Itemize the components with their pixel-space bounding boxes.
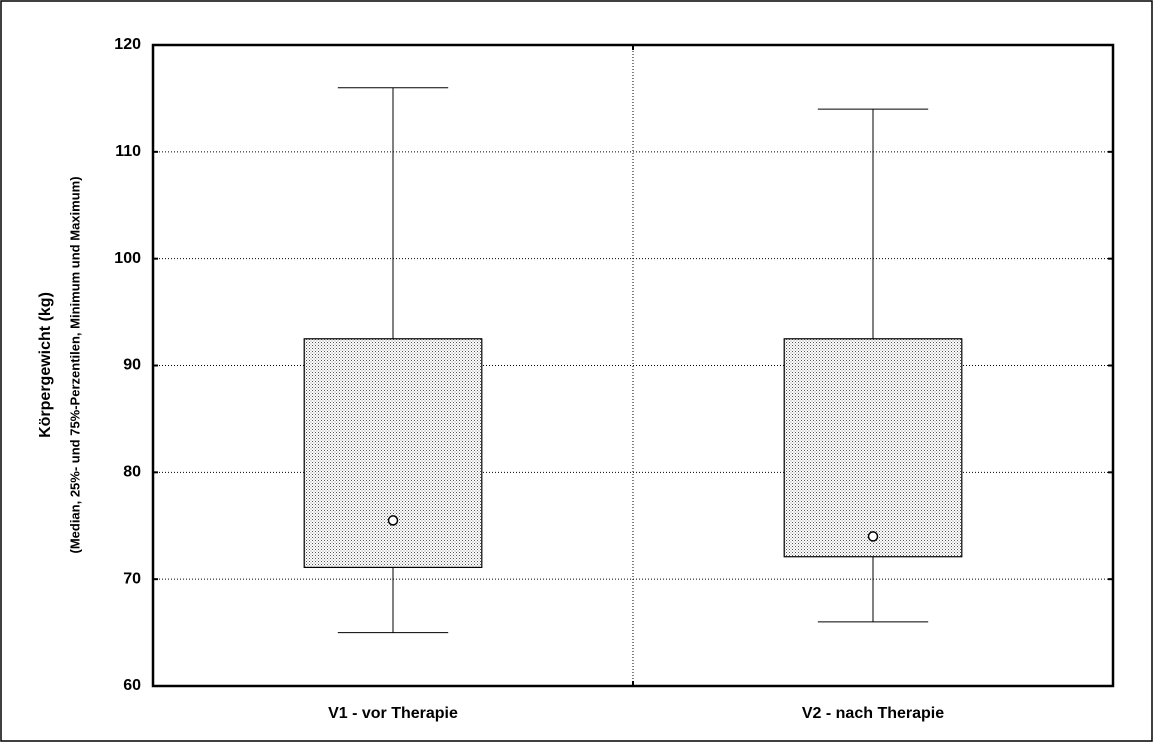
y-tick-label: 110: [115, 143, 141, 160]
y-tick-label: 90: [123, 357, 141, 374]
box: [303, 338, 483, 569]
y-axis-label: Körpergewicht (kg): [37, 292, 54, 438]
median: [867, 531, 879, 542]
box: [783, 338, 963, 558]
x-tick-label: V1 - vor Therapie: [328, 705, 458, 722]
y-tick-label: 60: [123, 677, 141, 694]
x-tick-label: V2 - nach Therapie: [802, 705, 944, 722]
y-tick-label: 100: [114, 250, 141, 267]
y-axis-sublabel: (Median, 25%- und 75%-Perzentilen, Minim…: [67, 176, 82, 553]
y-tick-label: 70: [123, 570, 141, 587]
y-tick-label: 120: [114, 36, 141, 53]
plot-border: [151, 43, 1115, 688]
median: [387, 515, 399, 526]
y-tick-label: 80: [123, 464, 141, 481]
